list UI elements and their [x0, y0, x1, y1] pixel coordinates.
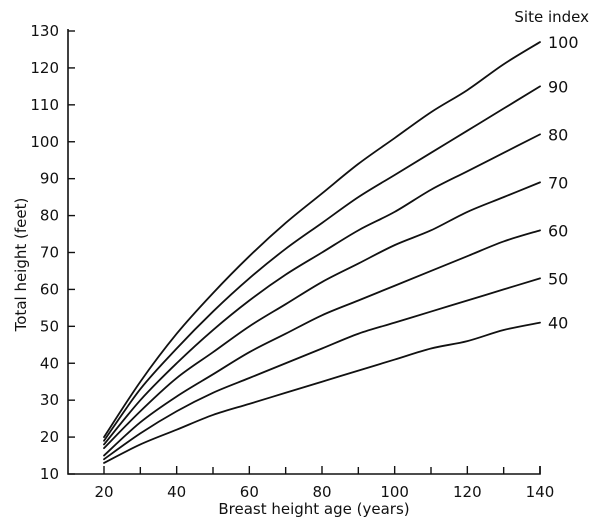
y-tick-label: 30 [40, 391, 59, 409]
site-index-50-curve [103, 277, 541, 461]
y-axis-label: Total height (feet) [12, 198, 30, 333]
y-tick-label: 50 [40, 317, 59, 335]
legend-title: Site index [514, 8, 589, 26]
x-tick-label: 60 [240, 483, 259, 501]
x-tick-label: 100 [380, 483, 409, 501]
site-index-80-curve [103, 133, 541, 446]
x-axis-label: Breast height age (years) [218, 500, 409, 518]
site-index-70-label: 70 [548, 173, 568, 192]
x-tick-label: 40 [167, 483, 186, 501]
site-index-40-curve [103, 321, 541, 464]
axis-lines [67, 29, 541, 475]
y-tick-label: 10 [40, 465, 59, 483]
site-index-40-label: 40 [548, 314, 568, 333]
site-index-90-label: 90 [548, 77, 568, 96]
y-tick-label: 40 [40, 354, 59, 372]
y-tick-label: 100 [30, 133, 59, 151]
x-axis-ticks: 20 40 60 80 100 120 140 [94, 466, 554, 501]
y-tick-label: 90 [40, 170, 59, 188]
y-tick-label: 120 [30, 59, 59, 77]
site-index-60-label: 60 [548, 221, 568, 240]
site-index-80-label: 80 [548, 125, 568, 144]
plot-axes [67, 29, 541, 475]
x-tick-label: 140 [526, 483, 555, 501]
y-tick-label: 130 [30, 22, 59, 40]
site-index-curves [103, 41, 541, 464]
site-index-50-label: 50 [548, 269, 568, 288]
site-index-100-curve [103, 41, 541, 438]
y-tick-label: 110 [30, 96, 59, 114]
site-index-60-curve [103, 229, 541, 457]
curve-end-labels: 100 90 80 70 60 50 40 [548, 33, 579, 333]
y-tick-label: 20 [40, 428, 59, 446]
y-tick-label: 60 [40, 280, 59, 298]
site-index-100-label: 100 [548, 33, 579, 52]
site-index-70-curve [103, 181, 541, 450]
x-tick-label: 120 [453, 483, 482, 501]
y-tick-label: 70 [40, 244, 59, 262]
x-tick-label: 80 [312, 483, 331, 501]
y-axis-ticks: 10 20 30 40 50 60 70 80 90 100 110 120 130 [30, 22, 75, 483]
site-index-90-curve [103, 85, 541, 442]
y-tick-label: 80 [40, 207, 59, 225]
x-tick-label: 20 [94, 483, 113, 501]
